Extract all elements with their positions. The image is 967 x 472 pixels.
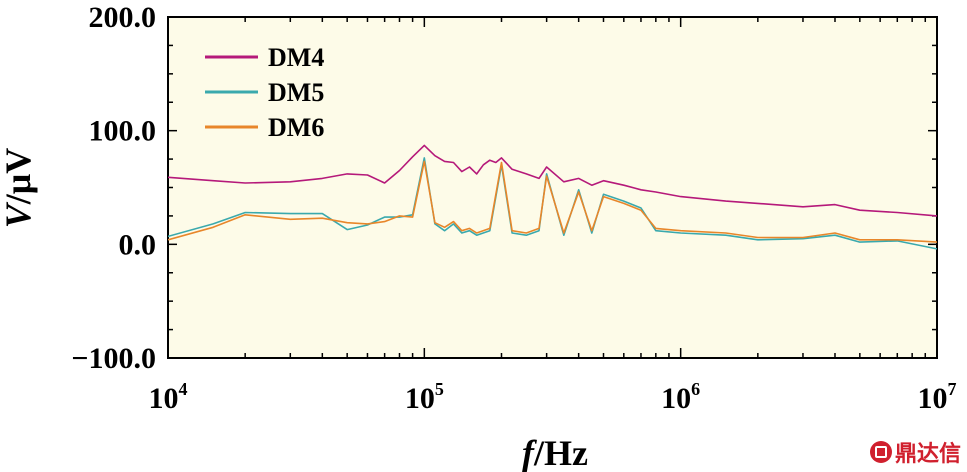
x-tick-label: 107: [918, 379, 957, 415]
axis-ticks: [167, 16, 937, 359]
series-line-dm6: [168, 160, 937, 243]
x-axis-label-unit: /Hz: [533, 433, 588, 472]
watermark-text: 鼎达信: [894, 442, 961, 467]
y-tick-label: 200.0: [89, 1, 157, 34]
legend-label-dm5: DM5: [268, 78, 324, 107]
x-axis-label: f/Hz: [522, 433, 588, 472]
legend: DM4 DM5 DM6: [205, 43, 324, 142]
series-line-dm4: [168, 144, 937, 217]
y-tick-label: −100.0: [71, 342, 156, 375]
legend-label-dm4: DM4: [268, 43, 324, 72]
x-tick-label: 106: [661, 379, 700, 415]
y-tick-labels: 200.0 100.0 0.0 −100.0: [71, 1, 156, 375]
series-layer: [168, 144, 937, 250]
legend-label-dm6: DM6: [268, 113, 324, 142]
y-axis-label-unit: /μV: [0, 148, 38, 205]
y-axis-label-italic: V: [0, 201, 38, 228]
x-tick-labels: 104 105 106 107: [149, 379, 957, 415]
y-tick-label: 100.0: [89, 115, 157, 148]
watermark-logo-icon: [869, 441, 892, 463]
x-tick-label: 104: [149, 379, 188, 415]
plot-area: [167, 16, 938, 359]
x-tick-label: 105: [405, 379, 444, 415]
watermark: 鼎达信: [869, 436, 961, 468]
y-axis-label: V/μV: [0, 148, 38, 228]
y-tick-label: 0.0: [119, 228, 157, 261]
x-axis-label-italic: f: [522, 433, 537, 472]
